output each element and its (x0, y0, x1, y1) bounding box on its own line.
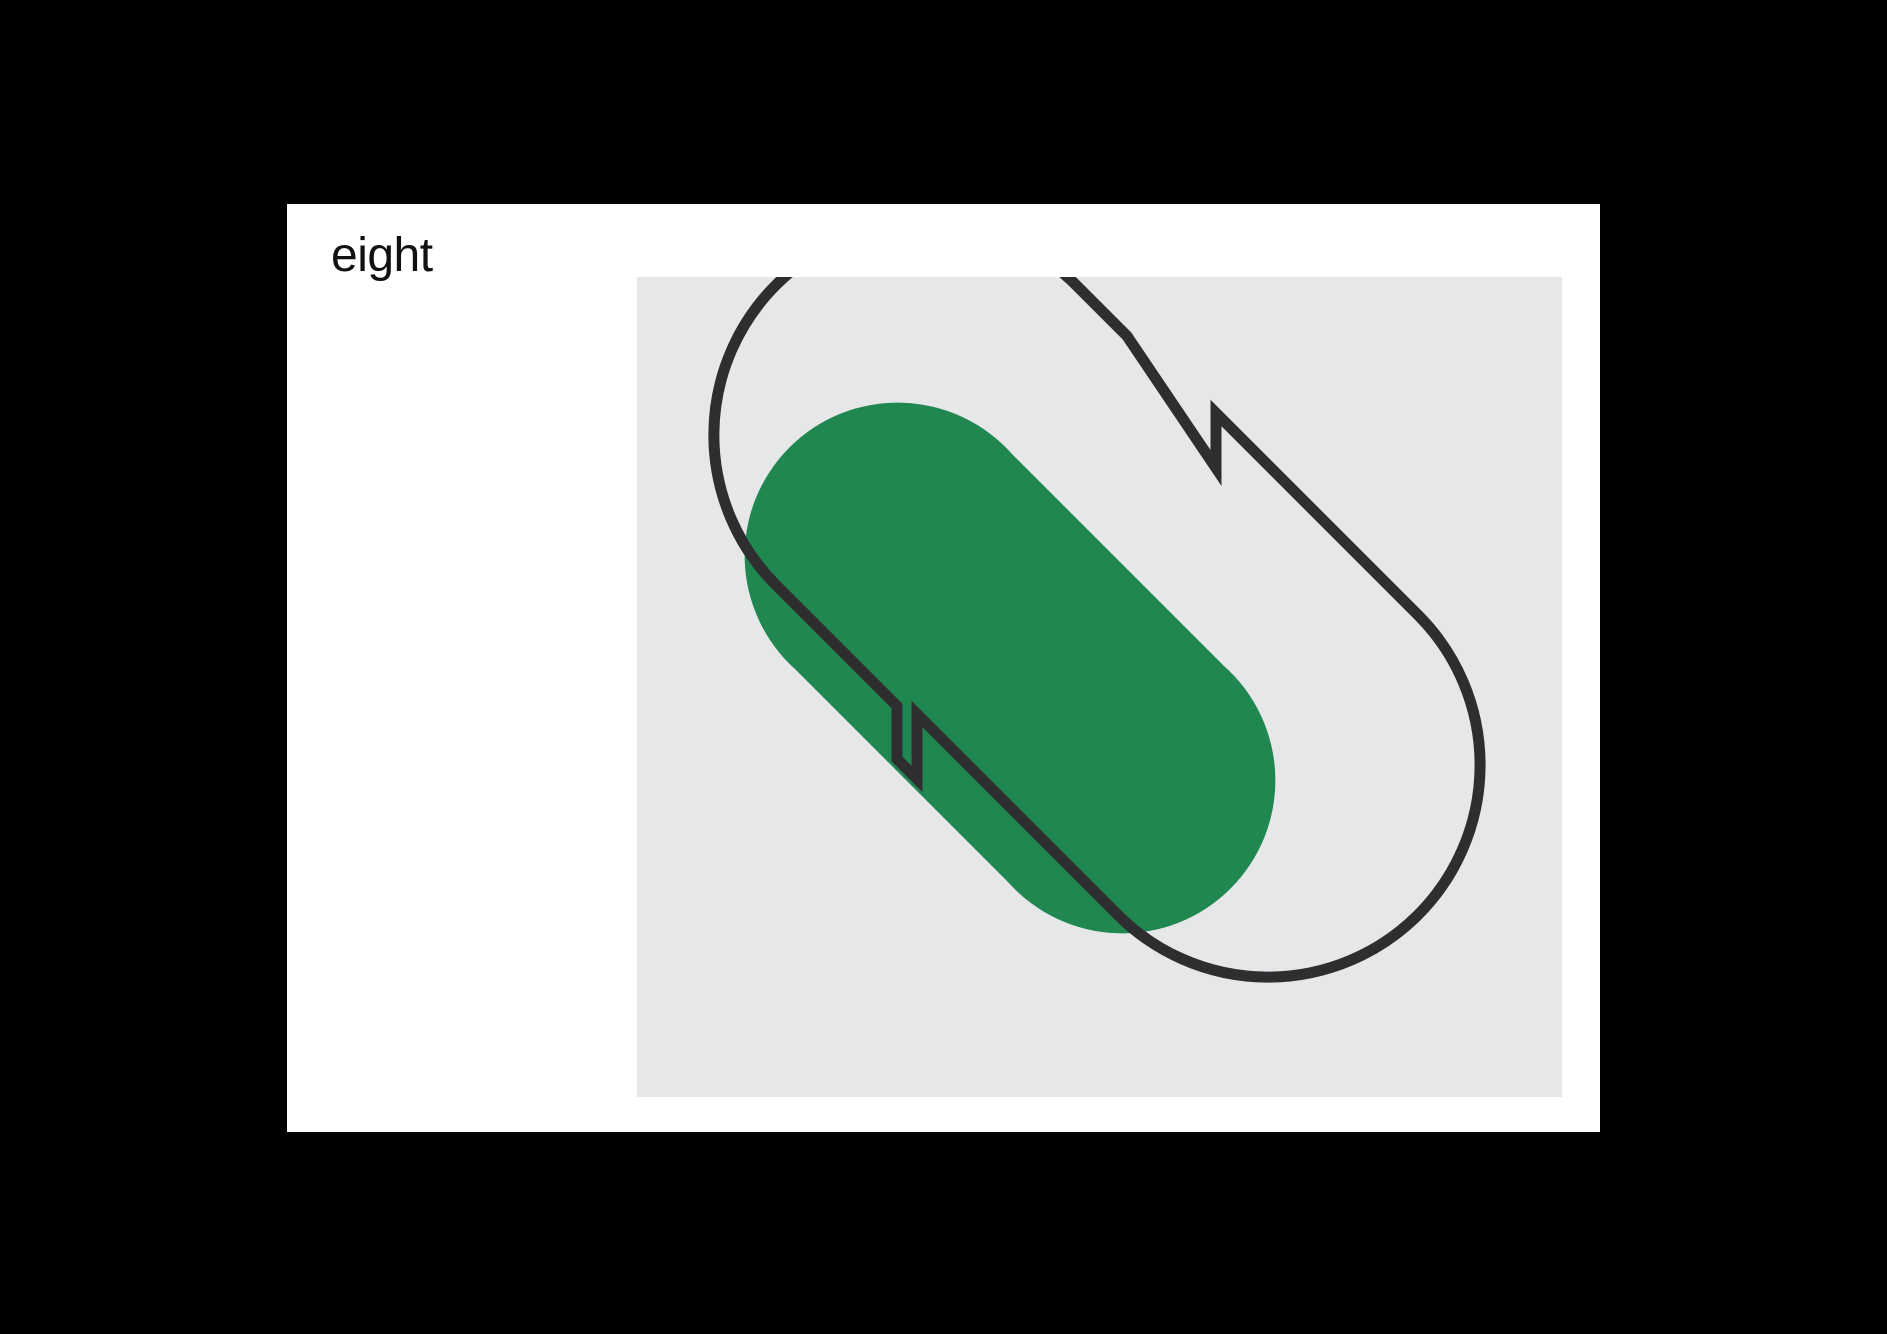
green-capsule-shape (744, 402, 1276, 934)
outline-bolt-shape (708, 277, 1486, 983)
artwork-svg (637, 277, 1562, 1097)
artwork-panel (637, 277, 1562, 1097)
card-title: eight (331, 229, 433, 282)
poster-card: eight (287, 204, 1600, 1132)
